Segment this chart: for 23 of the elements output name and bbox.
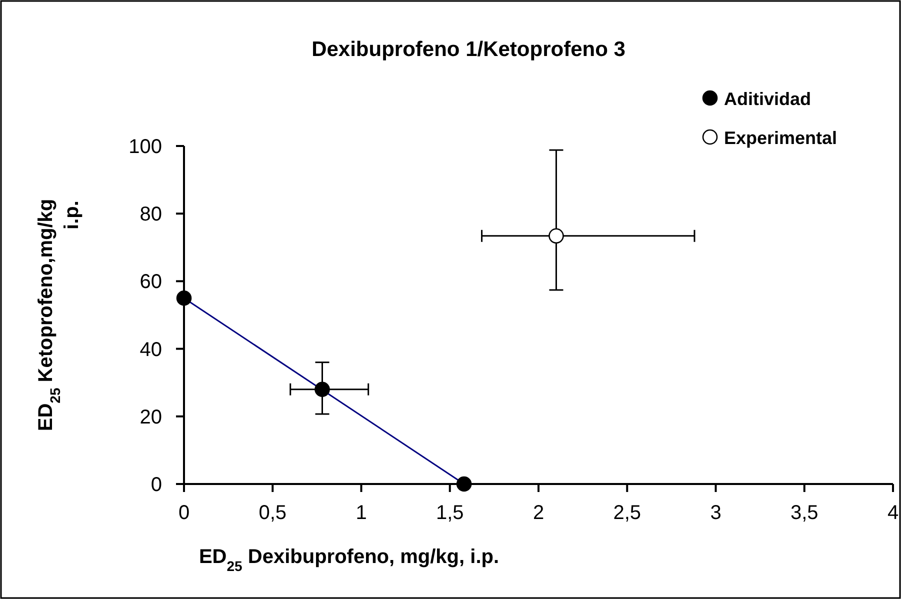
x-tick-label: 3 bbox=[710, 502, 722, 524]
y-tick-label: 80 bbox=[140, 204, 162, 226]
legend-label: Experimental bbox=[724, 128, 838, 148]
x-tick-label: 4 bbox=[887, 502, 899, 524]
chart-title: Dexibuprofeno 1/Ketoprofeno 3 bbox=[312, 38, 626, 61]
point bbox=[548, 228, 564, 244]
x-tick-label: 1,5 bbox=[436, 502, 464, 524]
x-tick-label: 2 bbox=[532, 502, 544, 524]
y-tick-label: 100 bbox=[128, 136, 162, 158]
x-axis-title: ED$_{25}$ Dexibuprofeno, mg/kg, i.p. bbox=[198, 546, 500, 574]
x-tick-label: 2,5 bbox=[613, 502, 642, 524]
point bbox=[176, 290, 192, 306]
y-tick-label: 0 bbox=[150, 474, 162, 496]
y-tick-label: 60 bbox=[140, 271, 162, 294]
point bbox=[314, 382, 330, 398]
y-tick-label: 20 bbox=[140, 406, 162, 428]
x-tick-label: 1 bbox=[356, 502, 367, 524]
x-tick-label: 0,5 bbox=[258, 502, 287, 524]
y-tick-label: 40 bbox=[140, 338, 162, 361]
x-tick-label: 3,5 bbox=[790, 502, 818, 524]
legend-label: Aditividad bbox=[724, 89, 812, 109]
point bbox=[456, 476, 472, 492]
x-tick-label: 0 bbox=[178, 502, 190, 524]
